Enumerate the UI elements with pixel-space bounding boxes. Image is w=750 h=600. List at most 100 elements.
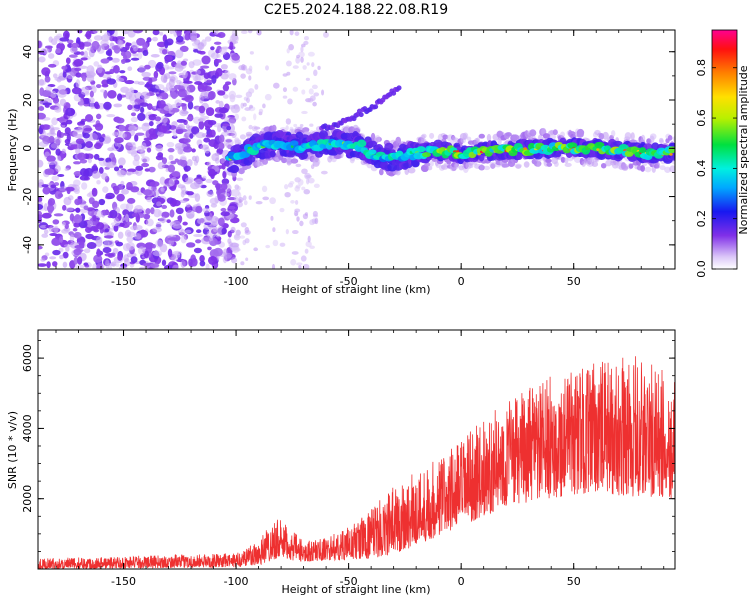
- noise-blob: [106, 113, 116, 118]
- snr-y-tick-label: 2000: [21, 485, 34, 513]
- snr-x-tick-label: -150: [111, 575, 136, 588]
- noise-blob: [191, 42, 200, 47]
- noise-blob: [200, 144, 209, 150]
- noise-blob: [83, 248, 91, 254]
- noise-blob: [92, 200, 100, 209]
- noise-blob: [41, 233, 49, 238]
- noise-blob: [124, 213, 130, 223]
- noise-blob: [111, 57, 120, 63]
- noise-blob: [217, 31, 226, 39]
- ridge-halo-blob: [554, 161, 559, 167]
- noise-blob: [78, 220, 88, 229]
- ridge-halo-blob: [378, 168, 384, 176]
- noise-blob: [164, 39, 169, 49]
- noise-blob: [62, 261, 68, 268]
- noise-blob: [105, 192, 115, 200]
- noise-blob: [116, 193, 125, 202]
- noise-blob: [230, 226, 236, 233]
- noise-blob: [205, 263, 210, 269]
- noise-blob: [164, 55, 173, 61]
- noise-blob: [77, 152, 86, 161]
- ridge-halo-blob: [486, 133, 492, 142]
- speckle-blob: [301, 168, 308, 175]
- speckle-blob: [290, 199, 295, 204]
- noise-blob: [201, 55, 211, 65]
- noise-blob: [43, 229, 49, 235]
- noise-blob: [174, 84, 182, 90]
- noise-blob: [81, 182, 88, 190]
- spectrogram-x-tick-label: 0: [458, 275, 465, 288]
- noise-blob: [166, 141, 175, 148]
- noise-blob: [158, 125, 168, 134]
- noise-blob: [84, 226, 93, 233]
- noise-blob: [141, 122, 150, 132]
- noise-blob: [80, 51, 85, 56]
- snr-x-label: Height of straight line (km): [281, 583, 430, 596]
- noise-blob: [158, 100, 166, 109]
- noise-blob: [85, 233, 95, 240]
- speckle-blob: [264, 93, 272, 101]
- speckle-blob: [300, 221, 304, 225]
- noise-blob: [109, 209, 118, 219]
- speckle-blob: [234, 233, 240, 239]
- noise-blob: [215, 100, 220, 104]
- speckle-blob: [247, 30, 253, 34]
- ridge-halo-blob: [658, 137, 664, 143]
- noise-blob: [103, 235, 114, 239]
- speckle-blob: [234, 196, 239, 204]
- noise-blob: [156, 95, 163, 100]
- noise-blob: [46, 155, 56, 163]
- noise-blob: [139, 102, 149, 107]
- noise-blob: [197, 42, 205, 50]
- ridge-halo-blob: [672, 136, 675, 142]
- noise-blob: [112, 36, 118, 42]
- speckle-blob: [262, 196, 270, 201]
- noise-blob: [125, 88, 134, 97]
- noise-blob: [93, 225, 99, 232]
- noise-blob: [93, 254, 103, 263]
- noise-blob: [230, 257, 238, 264]
- noise-blob: [74, 207, 81, 213]
- ridge-halo-blob: [421, 133, 427, 139]
- noise-blob: [103, 240, 110, 249]
- noise-blob: [207, 246, 212, 251]
- speckle-blob: [245, 97, 250, 104]
- noise-blob: [166, 66, 175, 70]
- noise-blob: [127, 104, 133, 111]
- noise-blob: [191, 148, 196, 153]
- noise-blob: [156, 41, 167, 48]
- noise-blob: [199, 254, 205, 263]
- noise-blob: [116, 77, 125, 82]
- spectrogram-y-axis: -40 -20 0 20 40: [21, 45, 675, 270]
- noise-blob: [224, 69, 230, 78]
- noise-blob: [229, 41, 234, 51]
- noise-blob: [180, 235, 187, 244]
- noise-blob: [142, 189, 152, 196]
- noise-blob: [202, 85, 213, 92]
- spectrogram-y-tick-label: 20: [21, 93, 34, 107]
- speckle-blob: [297, 178, 304, 186]
- noise-blob: [214, 113, 224, 118]
- ridge-halo-blob: [640, 134, 646, 143]
- noise-blob: [172, 264, 180, 269]
- speckle-blob: [245, 68, 253, 75]
- noise-blob: [98, 167, 104, 174]
- noise-blob: [74, 244, 85, 249]
- speckle-blob: [292, 65, 299, 69]
- speckle-blob: [244, 226, 250, 234]
- ridge-halo-blob: [664, 166, 671, 173]
- noise-blob: [73, 170, 83, 177]
- noise-blob: [47, 161, 56, 166]
- noise-blob: [82, 132, 90, 139]
- noise-blob: [188, 61, 195, 69]
- noise-blob: [79, 175, 89, 181]
- noise-blob: [183, 138, 191, 144]
- noise-blob: [205, 107, 215, 117]
- noise-blob: [195, 229, 202, 234]
- noise-blob: [174, 63, 183, 68]
- speckle-blob: [248, 124, 253, 130]
- speckle-blob: [293, 123, 298, 128]
- noise-blob: [163, 105, 174, 111]
- noise-blob: [114, 137, 124, 144]
- speckle-blob: [289, 30, 294, 36]
